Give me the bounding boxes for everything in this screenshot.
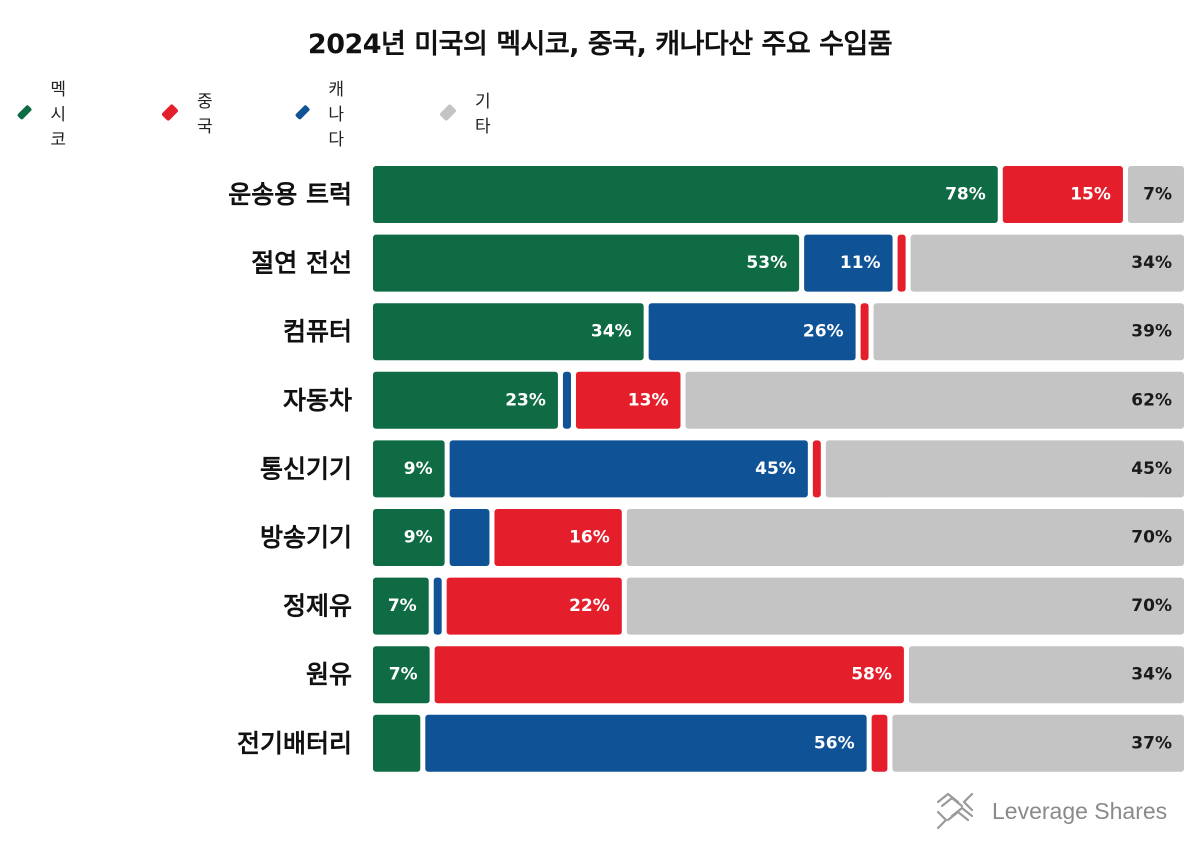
bar-segment bbox=[910, 234, 1184, 292]
data-label: 70% bbox=[1131, 596, 1172, 616]
bar-segment bbox=[425, 714, 867, 772]
legend-item: 중국 bbox=[161, 92, 218, 137]
bar-segment bbox=[373, 714, 421, 772]
data-label: 78% bbox=[945, 185, 986, 205]
data-label: 34% bbox=[1131, 253, 1172, 273]
data-label: 26% bbox=[803, 322, 844, 342]
legend-label: 캐나다 bbox=[328, 79, 345, 150]
bar-segment bbox=[648, 303, 856, 361]
bar-segment bbox=[626, 577, 1184, 635]
data-label: 39% bbox=[1131, 322, 1172, 342]
data-label: 34% bbox=[1131, 665, 1172, 685]
data-label: 22% bbox=[569, 596, 610, 616]
bar-segment bbox=[892, 714, 1184, 772]
bar-segment bbox=[449, 509, 490, 566]
data-label: 16% bbox=[569, 528, 610, 548]
bar-segment bbox=[908, 646, 1184, 704]
bar-segment bbox=[373, 440, 445, 498]
bar-segment bbox=[1002, 166, 1123, 223]
data-label: 45% bbox=[755, 459, 796, 479]
bar-row: 방송기기 9% 16% 70% bbox=[260, 509, 1184, 566]
legend-label: 기타 bbox=[474, 92, 491, 137]
leverage-shares-logo-icon bbox=[936, 792, 974, 830]
bar-row: 컴퓨터 34% 26% 39% bbox=[283, 303, 1184, 361]
legend-item: 캐나다 bbox=[294, 80, 352, 150]
category-label: 방송기기 bbox=[260, 523, 352, 552]
data-label: 34% bbox=[591, 322, 632, 342]
bar-segment bbox=[897, 234, 906, 292]
data-label: 53% bbox=[746, 253, 787, 273]
bar-segment bbox=[873, 303, 1184, 361]
chart-title: 2024년 미국의 멕시코, 중국, 캐나다산 주요 수입품 bbox=[307, 29, 893, 60]
bar-segment bbox=[373, 303, 644, 361]
bar-row: 원유 7% 58% 34% bbox=[306, 646, 1184, 704]
bar-segment bbox=[373, 646, 430, 704]
data-label: 56% bbox=[814, 733, 855, 753]
bar-segment bbox=[804, 234, 893, 292]
data-label: 9% bbox=[404, 459, 433, 479]
data-label: 70% bbox=[1131, 528, 1172, 548]
bar-segment bbox=[685, 371, 1184, 429]
bar-segment bbox=[812, 440, 821, 498]
bar-segment bbox=[871, 714, 888, 772]
brand-name: Leverage Shares bbox=[992, 797, 1168, 824]
bar-row: 정제유 7% 22% 70% bbox=[283, 577, 1184, 635]
bar-row: 통신기기 9% 45% 45% bbox=[260, 440, 1184, 498]
bar-segment bbox=[433, 577, 442, 635]
bar-segment bbox=[494, 509, 622, 566]
bar-row: 절연 전선 53% 11% 34% bbox=[251, 234, 1184, 292]
legend-label: 중국 bbox=[196, 92, 213, 137]
category-label: 정제유 bbox=[283, 592, 352, 621]
bar-segment bbox=[1127, 166, 1184, 223]
data-label: 7% bbox=[1143, 185, 1172, 205]
data-label: 11% bbox=[840, 253, 881, 273]
bar-row: 자동차 23% 13% 62% bbox=[283, 371, 1184, 429]
bar-segment bbox=[626, 509, 1184, 566]
bar-segment bbox=[373, 509, 445, 566]
category-label: 운송용 트럭 bbox=[228, 180, 352, 209]
bar-row: 운송용 트럭 78% 15% 7% bbox=[228, 166, 1184, 223]
data-label: 23% bbox=[505, 390, 546, 410]
bar-segment bbox=[446, 577, 622, 635]
data-label: 15% bbox=[1070, 185, 1111, 205]
bar-segment bbox=[373, 166, 998, 223]
legend-item: 기타 bbox=[439, 92, 496, 137]
category-label: 컴퓨터 bbox=[283, 317, 352, 346]
data-label: 58% bbox=[851, 665, 892, 685]
legend-label: 멕시코 bbox=[50, 79, 67, 150]
data-label: 13% bbox=[628, 390, 669, 410]
legend-item: 멕시코 bbox=[16, 80, 74, 150]
data-label: 7% bbox=[389, 665, 418, 685]
bar-segment bbox=[825, 440, 1184, 498]
data-label: 9% bbox=[404, 528, 433, 548]
bar-segment bbox=[575, 371, 681, 429]
bar-row: 전기배터리 56% 37% bbox=[237, 714, 1184, 772]
bar-segment bbox=[373, 371, 558, 429]
data-label: 37% bbox=[1131, 733, 1172, 753]
bar-segment bbox=[860, 303, 869, 361]
bar-segment bbox=[449, 440, 808, 498]
bar-segment bbox=[373, 234, 800, 292]
category-label: 자동차 bbox=[283, 386, 352, 415]
data-label: 7% bbox=[388, 596, 417, 616]
data-label: 62% bbox=[1131, 390, 1172, 410]
bar-segment bbox=[562, 371, 571, 429]
brand: Leverage Shares bbox=[932, 786, 1167, 836]
category-label: 전기배터리 bbox=[237, 729, 352, 758]
category-label: 절연 전선 bbox=[251, 249, 352, 278]
category-label: 통신기기 bbox=[260, 454, 352, 483]
bar-segment bbox=[434, 646, 904, 704]
category-label: 원유 bbox=[306, 660, 352, 689]
data-label: 45% bbox=[1131, 459, 1172, 479]
bar-segment bbox=[373, 577, 429, 635]
